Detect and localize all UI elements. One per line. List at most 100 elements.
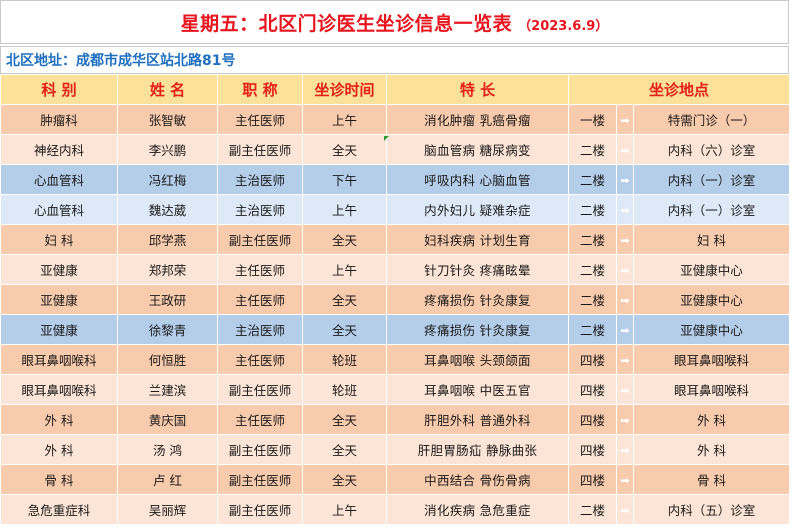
cell-specialty: 肝胆胃肠疝 静脉曲张: [386, 434, 569, 465]
cell-doctor-name: 兰建滨: [117, 374, 218, 405]
right-arrow-icon: ➡: [620, 294, 630, 307]
cell-room: 亚健康中心: [632, 284, 791, 315]
cell-dept: 心血管科: [0, 164, 118, 195]
cell-arrow: ➡: [616, 344, 634, 375]
cell-title: 主任医师: [217, 284, 303, 315]
cell-floor: 四楼: [568, 434, 617, 465]
cell-dept: 外 科: [0, 404, 118, 435]
cell-room: 亚健康中心: [632, 314, 791, 345]
cell-doctor-name: 张智敏: [117, 104, 218, 135]
header-specialty: 特 长: [386, 74, 569, 105]
table-row: 外 科黄庆国 主任医师 全天 肝胆外科 普通外科 四楼 ➡ 外 科: [0, 404, 791, 435]
cell-dept: 外 科: [0, 434, 118, 465]
cell-specialty: 呼吸内科 心脑血管: [386, 164, 569, 195]
cell-doctor-name: 邱学燕: [117, 224, 218, 255]
cell-time: 全天: [302, 284, 387, 315]
right-arrow-icon: ➡: [620, 504, 630, 517]
cell-arrow: ➡: [616, 434, 634, 465]
cell-specialty: 脑血管病 糖尿病变: [386, 134, 569, 165]
right-arrow-icon: ➡: [620, 384, 630, 397]
cell-room: 特需门诊（一）: [632, 104, 791, 135]
table-row: 急危重症科 吴丽辉 副主任医师 上午 消化疾病 急危重症 二楼 ➡ 内科（五）诊室: [0, 494, 791, 525]
cell-arrow: ➡: [616, 194, 634, 225]
cell-floor: 二楼: [568, 134, 617, 165]
cell-arrow: ➡: [616, 164, 634, 195]
cell-dept: 亚健康: [0, 254, 118, 285]
cell-specialty: 妇科疾病 计划生育: [386, 224, 569, 255]
cell-comment-marker: [384, 136, 389, 141]
cell-time: 上午: [302, 194, 387, 225]
cell-arrow: ➡: [616, 104, 634, 135]
cell-floor: 二楼: [568, 164, 617, 195]
cell-floor: 二楼: [568, 284, 617, 315]
cell-room: 内科（六）诊室: [632, 134, 791, 165]
header-name: 姓 名: [117, 74, 218, 105]
cell-title: 副主任医师: [217, 494, 303, 525]
cell-floor: 一楼: [568, 104, 617, 135]
cell-arrow: ➡: [616, 254, 634, 285]
cell-dept: 骨 科: [0, 464, 118, 495]
table-row: 亚健康 徐黎青 主治医师 全天 疼痛损伤 针灸康复 二楼 ➡ 亚健康中心: [0, 314, 791, 345]
cell-specialty: 耳鼻咽喉 头颈颌面: [386, 344, 569, 375]
cell-doctor-name: 郑邦荣: [117, 254, 218, 285]
cell-doctor-name: 卢 红: [117, 464, 218, 495]
cell-dept: 肿瘤科: [0, 104, 118, 135]
cell-time: 全天: [302, 404, 387, 435]
cell-doctor-name: 魏达葳: [117, 194, 218, 225]
right-arrow-icon: ➡: [620, 144, 630, 157]
table-row: 心血管科 魏达葳 主治医师 上午 内外妇儿 疑难杂症 二楼 ➡ 内科（一）诊室: [0, 194, 791, 225]
cell-title: 主治医师: [217, 194, 303, 225]
header-dept: 科 别: [0, 74, 118, 105]
cell-time: 全天: [302, 134, 387, 165]
address-line: 北区地址：成都市成华区站北路81号: [0, 46, 789, 74]
cell-dept: 急危重症科: [0, 494, 118, 525]
cell-title: 主任医师: [217, 104, 303, 135]
right-arrow-icon: ➡: [620, 354, 630, 367]
cell-doctor-name: 徐黎青: [117, 314, 218, 345]
cell-arrow: ➡: [616, 224, 634, 255]
schedule-table: 科 别 姓 名 职 称 坐诊时间 特 长 坐诊地点 肿瘤科 张智敏 主任医师 上午 消化…: [0, 74, 791, 525]
cell-room: 骨 科: [632, 464, 791, 495]
page-title: 星期五：北区门诊医生坐诊信息一览表 （2023.6.9）: [0, 0, 789, 44]
cell-specialty: 疼痛损伤 针灸康复: [386, 284, 569, 315]
table-row: 亚健康 王政研 主任医师 全天 疼痛损伤 针灸康复 二楼 ➡ 亚健康中心: [0, 284, 791, 315]
cell-doctor-name: 汤 鸿: [117, 434, 218, 465]
cell-room: 内科（五）诊室: [632, 494, 791, 525]
cell-dept: 心血管科: [0, 194, 118, 225]
cell-specialty: 肝胆外科 普通外科: [386, 404, 569, 435]
cell-floor: 二楼: [568, 254, 617, 285]
cell-arrow: ➡: [616, 404, 634, 435]
cell-time: 全天: [302, 224, 387, 255]
cell-room: 妇 科: [632, 224, 791, 255]
cell-title: 副主任医师: [217, 224, 303, 255]
cell-floor: 四楼: [568, 344, 617, 375]
cell-doctor-name: 冯红梅: [117, 164, 218, 195]
cell-floor: 二楼: [568, 494, 617, 525]
cell-room: 外 科: [632, 404, 791, 435]
cell-title: 副主任医师: [217, 134, 303, 165]
table-row: 肿瘤科 张智敏 主任医师 上午 消化肿瘤 乳癌骨瘤 一楼 ➡ 特需门诊（一）: [0, 104, 791, 135]
table-row: 亚健康 郑邦荣 主任医师 上午 针刀针灸 疼痛眩晕 二楼 ➡ 亚健康中心: [0, 254, 791, 285]
cell-doctor-name: 吴丽辉: [117, 494, 218, 525]
cell-title: 主任医师: [217, 344, 303, 375]
cell-room: 眼耳鼻咽喉科: [632, 344, 791, 375]
cell-time: 下午: [302, 164, 387, 195]
cell-room: 眼耳鼻咽喉科: [632, 374, 791, 405]
cell-specialty: 内外妇儿 疑难杂症: [386, 194, 569, 225]
cell-doctor-name: 王政研: [117, 284, 218, 315]
cell-dept: 亚健康: [0, 284, 118, 315]
cell-title: 主任医师: [217, 254, 303, 285]
table-row: 外 科汤 鸿副主任医师 全天 肝胆胃肠疝 静脉曲张 四楼 ➡ 外 科: [0, 434, 791, 465]
cell-arrow: ➡: [616, 134, 634, 165]
cell-specialty: 消化疾病 急危重症: [386, 494, 569, 525]
cell-arrow: ➡: [616, 494, 634, 525]
right-arrow-icon: ➡: [620, 474, 630, 487]
cell-dept: 妇 科: [0, 224, 118, 255]
cell-time: 上午: [302, 254, 387, 285]
cell-dept: 亚健康: [0, 314, 118, 345]
cell-doctor-name: 何恒胜: [117, 344, 218, 375]
cell-dept: 神经内科: [0, 134, 118, 165]
cell-room: 内科（一）诊室: [632, 194, 791, 225]
right-arrow-icon: ➡: [620, 114, 630, 127]
right-arrow-icon: ➡: [620, 234, 630, 247]
